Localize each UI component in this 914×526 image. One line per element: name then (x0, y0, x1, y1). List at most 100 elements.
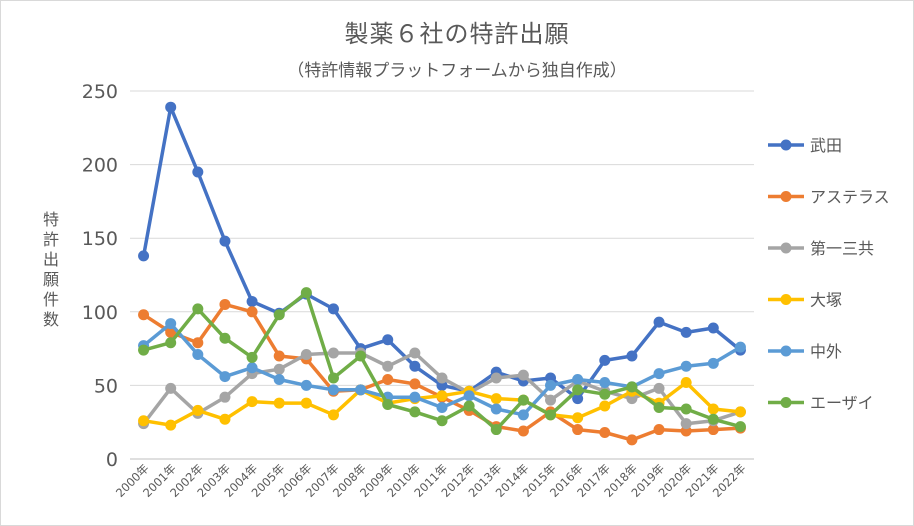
y-axis-label: 特許出願件数 (42, 210, 59, 329)
data-point (327, 372, 339, 384)
legend-marker (780, 139, 792, 151)
data-point (165, 382, 177, 394)
data-point (192, 404, 204, 416)
data-point (436, 415, 448, 427)
series-武田 (138, 101, 746, 405)
data-point (490, 403, 502, 415)
data-point (138, 415, 150, 427)
y-tick-label: 100 (82, 302, 118, 324)
data-point (165, 326, 177, 338)
data-point (219, 298, 231, 310)
data-point (490, 372, 502, 384)
data-point (355, 350, 367, 362)
data-point (436, 372, 448, 384)
legend-label: アステラス (810, 188, 890, 207)
data-point (192, 337, 204, 349)
data-point (382, 360, 394, 372)
data-point (517, 394, 529, 406)
data-point (680, 360, 692, 372)
data-point (680, 326, 692, 338)
data-point (490, 424, 502, 436)
data-point (599, 376, 611, 388)
data-point (599, 427, 611, 439)
data-point (517, 369, 529, 381)
data-point (219, 371, 231, 383)
legend-marker (780, 191, 792, 202)
series-line (141, 105, 742, 401)
data-point (165, 419, 177, 431)
data-point (246, 306, 258, 318)
y-axis-ticks: 0 50 100 150 200 250 (82, 81, 118, 471)
data-point (680, 376, 692, 388)
data-point (327, 409, 339, 421)
data-point (219, 391, 231, 403)
data-point (599, 354, 611, 366)
data-point (273, 374, 285, 386)
data-point (463, 390, 475, 402)
data-point (707, 413, 719, 425)
data-point (219, 235, 231, 247)
legend-item: 第一三共 (768, 239, 874, 258)
data-point (300, 348, 312, 360)
data-point (734, 341, 746, 353)
chart-title: 製薬６社の特許出願 (344, 20, 570, 48)
data-point (409, 347, 421, 359)
data-point (626, 350, 638, 362)
data-point (572, 384, 584, 396)
data-point (572, 393, 584, 405)
data-point (273, 350, 285, 362)
legend-item: 中外 (768, 342, 842, 361)
legend-label: 中外 (810, 342, 842, 361)
data-point (490, 393, 502, 405)
data-point (300, 379, 312, 391)
data-point (599, 388, 611, 400)
data-point (572, 412, 584, 424)
data-point (246, 396, 258, 408)
data-point (246, 295, 258, 307)
data-point (273, 309, 285, 321)
legend-marker (780, 345, 792, 357)
y-tick-label: 50 (94, 375, 118, 397)
y-tick-label: 0 (106, 449, 118, 471)
data-point (300, 397, 312, 409)
data-point (382, 399, 394, 411)
data-point (653, 368, 665, 380)
data-point (463, 400, 475, 412)
gridlines (130, 90, 754, 460)
data-point (327, 303, 339, 315)
data-point (545, 394, 557, 406)
x-axis-ticks: 2000年2001年2002年2003年2004年2005年2006年2007年… (113, 461, 749, 500)
data-point (653, 382, 665, 394)
legend-marker (780, 397, 792, 408)
data-point (138, 309, 150, 321)
data-point (517, 425, 529, 437)
data-point (246, 351, 258, 363)
data-point (626, 434, 638, 446)
y-tick-label: 200 (82, 155, 118, 177)
data-point (382, 334, 394, 346)
data-point (219, 413, 231, 425)
data-point (165, 318, 177, 330)
data-point (680, 418, 692, 430)
data-point (327, 347, 339, 359)
legend-label: 第一三共 (810, 239, 874, 258)
data-point (409, 391, 421, 403)
data-point (273, 397, 285, 409)
data-point (382, 374, 394, 386)
data-point (436, 401, 448, 413)
data-point (572, 424, 584, 436)
legend-item: エーザイ (768, 394, 874, 413)
y-tick-label: 150 (82, 228, 118, 250)
data-point (138, 250, 150, 262)
legend-item: 大塚 (768, 291, 842, 310)
legend-marker (780, 294, 792, 305)
data-point (707, 403, 719, 415)
data-point (409, 360, 421, 372)
legend-label: 大塚 (810, 291, 842, 310)
data-point (192, 348, 204, 360)
y-tick-label: 250 (82, 81, 118, 103)
data-point (409, 378, 421, 390)
data-point (219, 332, 231, 344)
data-point (653, 401, 665, 413)
